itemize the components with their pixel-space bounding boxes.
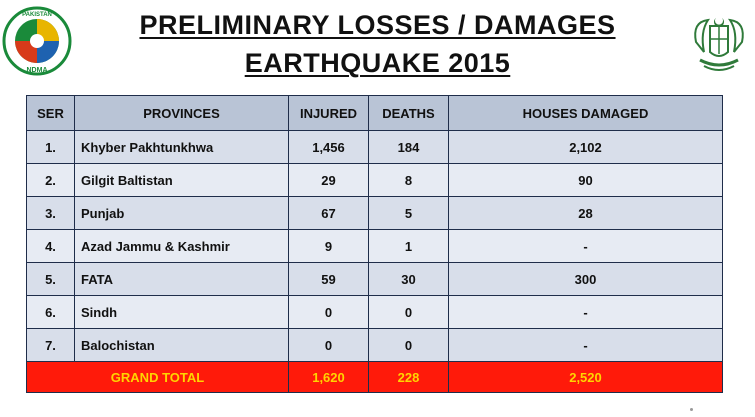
cell-houses: 300 bbox=[448, 262, 723, 296]
cell-deaths: 30 bbox=[368, 262, 449, 296]
decorative-dot bbox=[690, 408, 693, 411]
state-emblem-icon bbox=[686, 12, 752, 78]
cell-ser: 7. bbox=[26, 328, 75, 362]
cell-ser: 1. bbox=[26, 130, 75, 164]
cell-deaths: 5 bbox=[368, 196, 449, 230]
cell-houses: - bbox=[448, 229, 723, 263]
cell-deaths: 8 bbox=[368, 163, 449, 197]
cell-deaths: 0 bbox=[368, 328, 449, 362]
grand-total-label: GRAND TOTAL bbox=[26, 361, 289, 393]
cell-province: Khyber Pakhtunkhwa bbox=[74, 130, 289, 164]
table-header-row: SER PROVINCES INJURED DEATHS HOUSES DAMA… bbox=[26, 95, 723, 131]
cell-ser: 3. bbox=[26, 196, 75, 230]
cell-deaths: 0 bbox=[368, 295, 449, 329]
cell-deaths: 184 bbox=[368, 130, 449, 164]
table-row: 7. Balochistan 0 0 - bbox=[26, 328, 723, 362]
grand-total-injured: 1,620 bbox=[288, 361, 369, 393]
ndma-logo: PAKISTAN NDMA bbox=[2, 6, 72, 76]
cell-injured: 29 bbox=[288, 163, 369, 197]
cell-injured: 0 bbox=[288, 295, 369, 329]
grand-total-row: GRAND TOTAL 1,620 228 2,520 bbox=[26, 361, 723, 393]
cell-deaths: 1 bbox=[368, 229, 449, 263]
page-title: PRELIMINARY LOSSES / DAMAGES EARTHQUAKE … bbox=[90, 6, 665, 82]
header-deaths: DEATHS bbox=[368, 95, 449, 131]
cell-injured: 59 bbox=[288, 262, 369, 296]
title-line-2: EARTHQUAKE 2015 bbox=[244, 48, 511, 78]
table-row: 6. Sindh 0 0 - bbox=[26, 295, 723, 329]
cell-province: Punjab bbox=[74, 196, 289, 230]
cell-houses: - bbox=[448, 295, 723, 329]
table-row: 5. FATA 59 30 300 bbox=[26, 262, 723, 296]
cell-houses: 28 bbox=[448, 196, 723, 230]
ndma-logo-top-text: PAKISTAN bbox=[22, 12, 52, 18]
header-ser: SER bbox=[26, 95, 75, 131]
ndma-logo-bottom-text: NDMA bbox=[27, 67, 48, 74]
header-provinces: PROVINCES bbox=[74, 95, 289, 131]
cell-ser: 5. bbox=[26, 262, 75, 296]
cell-province: FATA bbox=[74, 262, 289, 296]
cell-houses: - bbox=[448, 328, 723, 362]
grand-total-houses: 2,520 bbox=[448, 361, 723, 393]
cell-ser: 4. bbox=[26, 229, 75, 263]
losses-table: SER PROVINCES INJURED DEATHS HOUSES DAMA… bbox=[26, 95, 723, 393]
header-houses-damaged: HOUSES DAMAGED bbox=[448, 95, 723, 131]
table-row: 4. Azad Jammu & Kashmir 9 1 - bbox=[26, 229, 723, 263]
cell-province: Azad Jammu & Kashmir bbox=[74, 229, 289, 263]
table-row: 2. Gilgit Baltistan 29 8 90 bbox=[26, 163, 723, 197]
cell-injured: 0 bbox=[288, 328, 369, 362]
cell-injured: 67 bbox=[288, 196, 369, 230]
table-row: 1. Khyber Pakhtunkhwa 1,456 184 2,102 bbox=[26, 130, 723, 164]
cell-injured: 9 bbox=[288, 229, 369, 263]
title-line-1: PRELIMINARY LOSSES / DAMAGES bbox=[139, 10, 616, 40]
header-injured: INJURED bbox=[288, 95, 369, 131]
cell-province: Gilgit Baltistan bbox=[74, 163, 289, 197]
cell-province: Sindh bbox=[74, 295, 289, 329]
cell-province: Balochistan bbox=[74, 328, 289, 362]
cell-injured: 1,456 bbox=[288, 130, 369, 164]
table-row: 3. Punjab 67 5 28 bbox=[26, 196, 723, 230]
cell-ser: 6. bbox=[26, 295, 75, 329]
grand-total-deaths: 228 bbox=[368, 361, 449, 393]
cell-houses: 90 bbox=[448, 163, 723, 197]
cell-ser: 2. bbox=[26, 163, 75, 197]
cell-houses: 2,102 bbox=[448, 130, 723, 164]
